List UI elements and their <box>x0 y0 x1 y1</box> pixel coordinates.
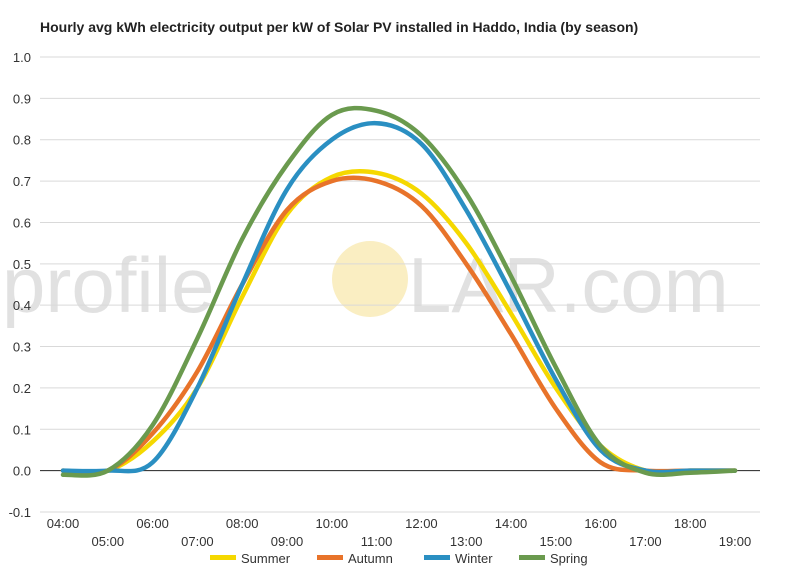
x-tick-label: 16:00 <box>584 516 617 531</box>
x-tick-label: 13:00 <box>450 534 483 549</box>
legend-label-spring: Spring <box>550 551 588 566</box>
chart-title: Hourly avg kWh electricity output per kW… <box>40 19 639 35</box>
series-line-autumn <box>60 175 738 476</box>
x-tick-label: 04:00 <box>47 516 80 531</box>
y-tick-label: 0.2 <box>13 381 31 396</box>
x-tick-label: 12:00 <box>405 516 438 531</box>
legend-swatch-autumn <box>317 555 343 560</box>
y-tick-label: 1.0 <box>13 50 31 65</box>
y-tick-label: 0.6 <box>13 215 31 230</box>
x-axis: 04:00 05:00 06:00 07:00 08:00 09:00 10:00 11:00… <box>47 516 752 549</box>
y-tick-label: 0.8 <box>13 133 31 148</box>
y-axis: -0.1 0.0 0.1 0.2 0.3 0.4 0.5 0.6 0.7 0.8 0.9 1.0 <box>9 50 31 520</box>
watermark: profile LAR.com <box>2 241 729 329</box>
x-tick-label: 19:00 <box>719 534 752 549</box>
x-tick-label: 17:00 <box>629 534 662 549</box>
y-tick-label: -0.1 <box>9 505 31 520</box>
x-tick-label: 11:00 <box>361 534 393 549</box>
legend-swatch-spring <box>519 555 545 560</box>
y-tick-label: 0.7 <box>13 174 31 189</box>
legend-label-summer: Summer <box>241 551 291 566</box>
x-tick-label: 14:00 <box>495 516 528 531</box>
y-tick-label: 0.3 <box>13 340 31 355</box>
x-tick-label: 09:00 <box>271 534 304 549</box>
x-tick-label: 05:00 <box>92 534 125 549</box>
x-tick-label: 07:00 <box>181 534 214 549</box>
x-tick-label: 06:00 <box>136 516 169 531</box>
legend-swatch-winter <box>424 555 450 560</box>
x-tick-label: 18:00 <box>674 516 707 531</box>
watermark-text-left: profile <box>2 241 214 329</box>
y-tick-label: 0.4 <box>13 298 31 313</box>
y-tick-label: 0.9 <box>13 91 31 106</box>
y-tick-label: 0.1 <box>13 422 31 437</box>
legend-swatch-summer <box>210 555 236 560</box>
legend-label-winter: Winter <box>455 551 493 566</box>
x-tick-label: 15:00 <box>540 534 573 549</box>
y-tick-label: 0.5 <box>13 257 31 272</box>
legend: Summer Autumn Winter Spring <box>210 551 588 566</box>
legend-label-autumn: Autumn <box>348 551 393 566</box>
y-tick-label: 0.0 <box>13 464 31 479</box>
x-tick-label: 10:00 <box>316 516 349 531</box>
watermark-text-right: LAR.com <box>408 241 729 329</box>
watermark-sun-icon <box>332 241 408 317</box>
series-line-spring <box>60 105 738 478</box>
series-lines <box>60 105 738 478</box>
x-tick-label: 08:00 <box>226 516 259 531</box>
